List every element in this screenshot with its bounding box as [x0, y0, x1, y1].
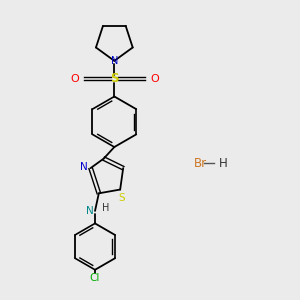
Text: O: O [70, 74, 79, 84]
Text: H: H [102, 203, 109, 213]
Text: S: S [110, 72, 118, 85]
Text: S: S [118, 193, 125, 202]
Text: O: O [150, 74, 159, 84]
Text: N: N [111, 56, 118, 66]
Text: H: H [218, 157, 227, 170]
Text: N: N [86, 206, 94, 216]
Text: N: N [80, 162, 88, 172]
Text: Br: Br [194, 157, 207, 170]
Text: Cl: Cl [90, 273, 100, 283]
